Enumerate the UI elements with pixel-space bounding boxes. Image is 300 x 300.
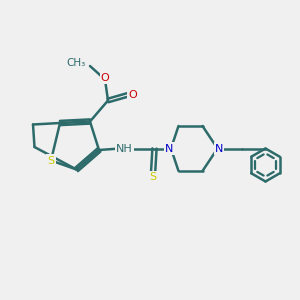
- Text: N: N: [215, 143, 223, 154]
- Text: S: S: [149, 172, 157, 182]
- Text: O: O: [100, 73, 109, 83]
- Text: CH₃: CH₃: [66, 58, 85, 68]
- Text: NH: NH: [116, 143, 133, 154]
- Text: O: O: [128, 89, 137, 100]
- Text: S: S: [47, 155, 55, 166]
- Text: N: N: [165, 143, 174, 154]
